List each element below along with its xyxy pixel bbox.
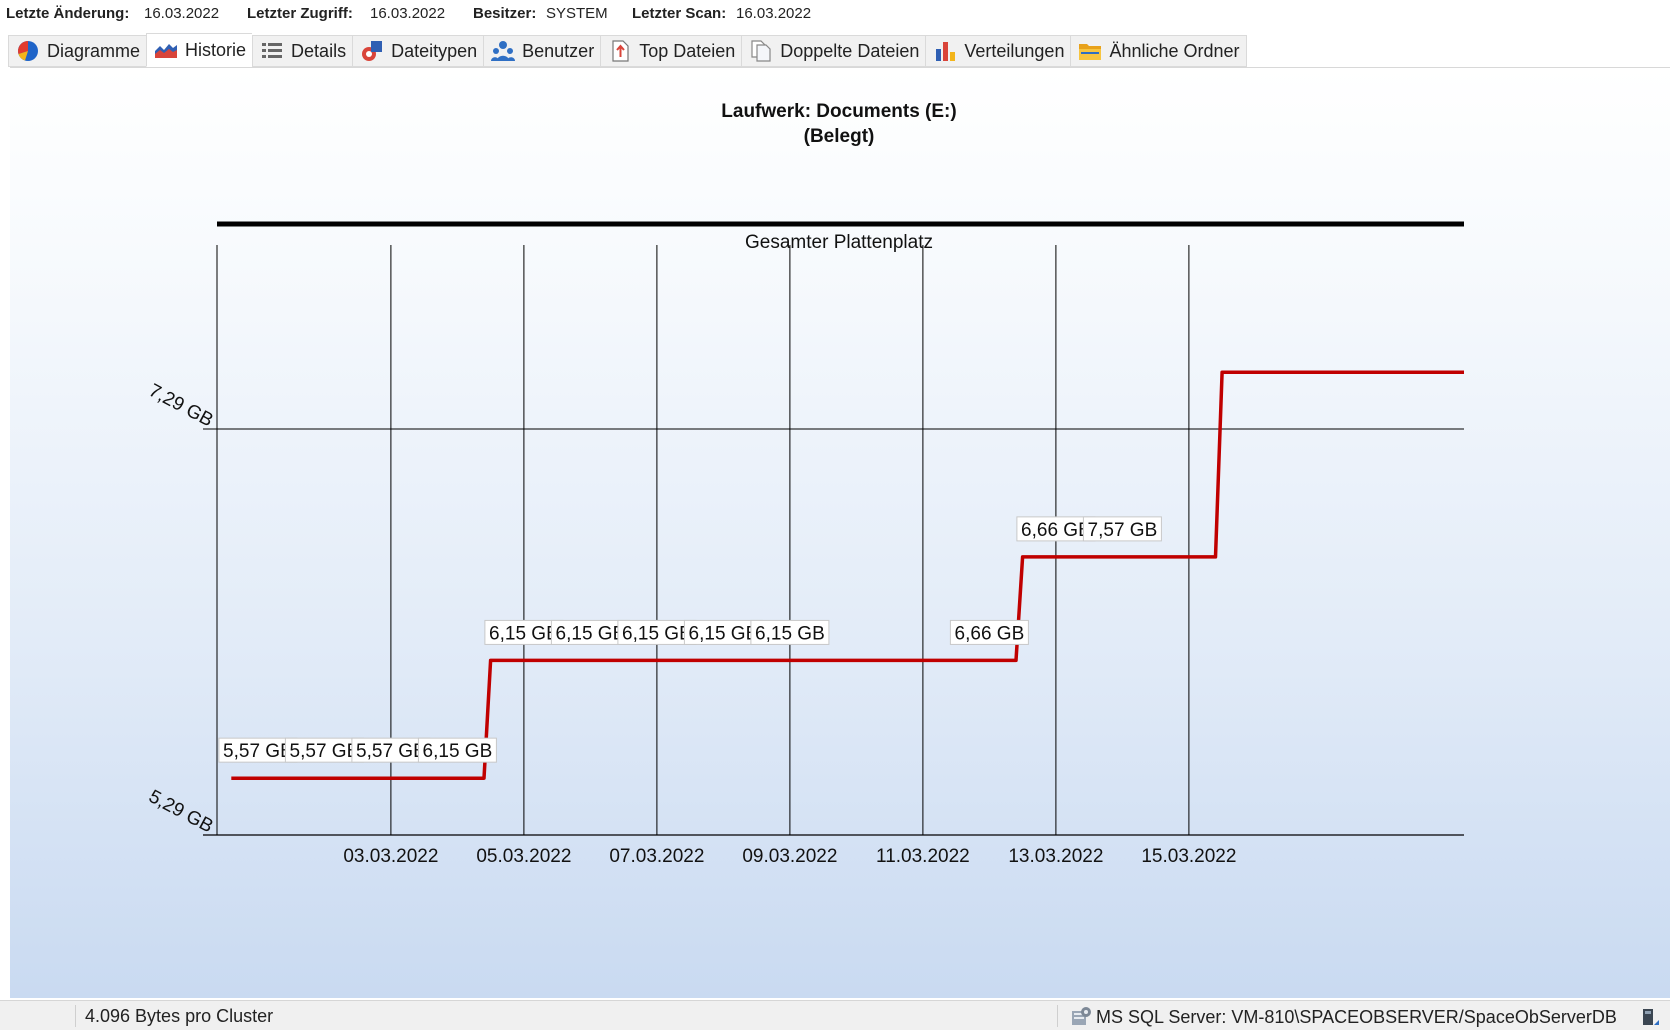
history-chart-panel: Laufwerk: Documents (E:) (Belegt) Gesamt… (10, 67, 1670, 998)
value-label: 6,15 GB (550, 619, 630, 645)
value-label-box (1082, 516, 1162, 542)
value-label-text: 6,15 GB (622, 623, 692, 644)
file-types-icon (360, 39, 384, 63)
value-label: 7,57 GB (1082, 516, 1162, 542)
value-label: 5,57 GB (351, 737, 431, 763)
value-label-text: 5,57 GB (223, 741, 293, 762)
users-icon (491, 39, 516, 63)
status-bar: 4.096 Bytes pro Cluster MS SQL Server: V… (0, 1000, 1670, 1030)
tab-dateitypen[interactable]: Dateitypen (352, 35, 484, 67)
x-tick-label: 03.03.2022 (343, 846, 438, 867)
value-label: 6,15 GB (683, 619, 763, 645)
value-label: 5,57 GB (218, 737, 298, 763)
tab-label: Top Dateien (639, 40, 736, 61)
total-capacity-label: Gesamter Plattenplatz (745, 232, 933, 253)
details-list-icon (260, 39, 284, 63)
tab-label: Dateitypen (391, 40, 478, 61)
value-label-text: 6,15 GB (489, 623, 559, 644)
value-label: 6,15 GB (417, 737, 497, 763)
tab-label: Doppelte Dateien (780, 40, 920, 61)
bar-chart-icon (933, 39, 957, 63)
top-files-icon (608, 39, 632, 63)
owner-value: SYSTEM (546, 5, 608, 22)
series-line-belegt (231, 370, 1464, 780)
x-tick-label: 05.03.2022 (476, 846, 571, 867)
value-label: 6,66 GB (1016, 516, 1096, 542)
value-label-box (218, 737, 298, 763)
value-label-text: 6,15 GB (755, 623, 825, 644)
x-tick-label: 15.03.2022 (1141, 846, 1236, 867)
tab-benutzer[interactable]: Benutzer (483, 35, 601, 67)
y-tick-label: 7,29 GB (145, 380, 216, 431)
value-label-text: 6,66 GB (1021, 520, 1091, 541)
tab-top-dateien[interactable]: Top Dateien (600, 35, 742, 67)
value-label-text: 7,57 GB (1088, 520, 1158, 541)
x-tick-label: 13.03.2022 (1008, 846, 1103, 867)
info-bar: Letzte Änderung: 16.03.2022 Letzter Zugr… (0, 0, 1670, 28)
history-chart-icon (154, 38, 178, 62)
value-label-text: 5,57 GB (290, 741, 360, 762)
tab-label: Benutzer (522, 40, 595, 61)
value-label: 6,15 GB (484, 619, 564, 645)
value-label: 6,15 GB (617, 619, 697, 645)
value-label-box (1016, 516, 1096, 542)
value-label: 5,57 GB (284, 737, 364, 763)
total-capacity-layer: Gesamter Plattenplatz (217, 221, 1464, 253)
x-tick-label: 07.03.2022 (609, 846, 704, 867)
value-label: 6,66 GB (949, 619, 1029, 645)
database-server-icon (1072, 1007, 1091, 1025)
history-chart: Laufwerk: Documents (E:) (Belegt) Gesamt… (145, 101, 1464, 867)
pie-chart-icon (16, 39, 40, 63)
tab-diagramme[interactable]: Diagramme (8, 35, 147, 67)
tab-verteilungen[interactable]: Verteilungen (925, 35, 1071, 67)
last-change-label: Letzte Änderung: (6, 5, 130, 22)
tab-label: Ähnliche Ordner (1109, 40, 1240, 61)
chart-title-line-2: (Belegt) (804, 126, 875, 147)
tab-label: Historie (185, 39, 247, 60)
duplicate-files-icon (749, 39, 773, 63)
server-status: MS SQL Server: VM-810\SPACEOBSERVER/Spac… (1070, 1006, 1617, 1028)
value-label-box (750, 619, 830, 645)
status-separator (1057, 1005, 1058, 1027)
tab-aehnliche-ordner[interactable]: Ähnliche Ordner (1070, 35, 1247, 67)
value-label-text: 6,15 GB (423, 741, 493, 762)
folder-icon (1078, 39, 1102, 63)
last-access-value: 16.03.2022 (370, 5, 446, 22)
value-label: 6,15 GB (750, 619, 830, 645)
tab-details[interactable]: Details (252, 35, 353, 67)
storage-indicator-icon (1643, 1009, 1659, 1025)
value-label-box (351, 737, 431, 763)
tab-bar: Diagramme Historie Details Dateitypen Be… (8, 33, 1247, 67)
value-label-box (484, 619, 564, 645)
x-tick-label: 11.03.2022 (876, 846, 970, 867)
series-layer (231, 370, 1464, 780)
owner-label: Besitzer: (473, 5, 537, 22)
tab-label: Verteilungen (964, 40, 1065, 61)
value-label-text: 6,15 GB (556, 623, 626, 644)
last-scan-value: 16.03.2022 (736, 5, 812, 22)
value-label-box (417, 737, 497, 763)
last-access-label: Letzter Zugriff: (247, 5, 353, 22)
tab-doppelte-dateien[interactable]: Doppelte Dateien (741, 35, 926, 67)
x-tick-label: 09.03.2022 (742, 846, 837, 867)
cluster-size-text: 4.096 Bytes pro Cluster (85, 1006, 274, 1026)
y-tick-label: 5,29 GB (145, 786, 216, 837)
value-label-box (949, 619, 1029, 645)
last-change-value: 16.03.2022 (144, 5, 220, 22)
status-separator (75, 1005, 76, 1027)
value-label-text: 6,66 GB (955, 623, 1025, 644)
value-label-text: 6,15 GB (689, 623, 759, 644)
chart-title-line-1: Laufwerk: Documents (E:) (721, 101, 956, 122)
last-scan-label: Letzter Scan: (632, 5, 727, 22)
value-label-layer: 5,57 GB5,57 GB5,57 GB6,15 GB6,15 GB6,15 … (218, 516, 1162, 763)
value-label-box (550, 619, 630, 645)
server-connection-text: MS SQL Server: VM-810\SPACEOBSERVER/Spac… (1096, 1006, 1617, 1027)
tab-label: Details (291, 40, 347, 61)
value-label-text: 5,57 GB (356, 741, 426, 762)
tab-historie[interactable]: Historie (146, 33, 253, 67)
grid-layer (203, 245, 1464, 836)
value-label-box (284, 737, 364, 763)
tab-label: Diagramme (47, 40, 141, 61)
